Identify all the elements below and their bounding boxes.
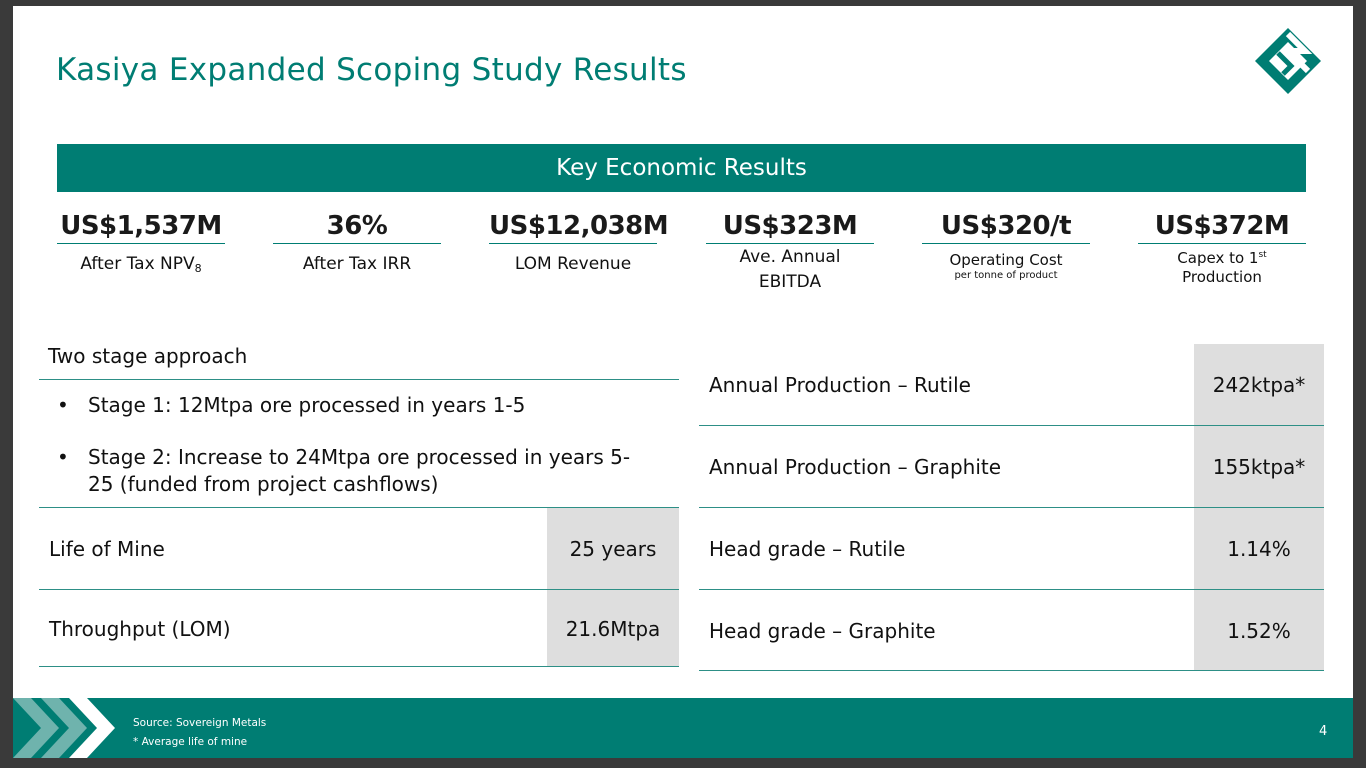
table-row-value: 242ktpa* [1212,373,1306,397]
kpi-label-line2: EBITDA [758,272,822,292]
table-row-label: Life of Mine [49,537,165,561]
kpi-sublabel: per tonne of product [954,270,1058,281]
kpi-label: After Tax IRR [302,254,412,274]
divider [39,507,679,508]
kpi-label: Ave. Annual EBITDA [706,245,874,295]
table-row-label: Throughput (LOM) [49,617,231,641]
bullet-text: Stage 1: 12Mtpa ore processed in years 1… [88,393,526,417]
bullet-text: Stage 2: Increase to 24Mtpa ore processe… [88,445,631,496]
slide: Kasiya Expanded Scoping Study Results Ke… [13,6,1353,758]
kpi-value: US$372M [1138,211,1306,244]
bullet-icon: • [57,445,69,469]
table-row-value: 1.14% [1227,537,1291,561]
kpi-label: After Tax NPV8 [57,253,225,280]
kpi-label-subscript: 8 [194,262,202,275]
kpi-label-text: After Tax NPV [80,254,195,274]
bullet-icon: • [57,393,69,417]
table-row-label: Annual Production – Graphite [709,455,1002,479]
table-row-label: Annual Production – Rutile [709,373,971,397]
kpi-label-line2: Production [1182,268,1262,286]
table-row-value: 155ktpa* [1212,455,1306,479]
divider [699,589,1324,590]
kpi-value: US$320/t [922,211,1090,244]
company-logo-icon [1255,28,1321,94]
value-cell-bg [547,508,679,590]
footer-note: * Average life of mine [133,736,248,748]
value-cell-bg [547,590,679,666]
page-title: Kasiya Expanded Scoping Study Results [56,52,687,88]
page-number: 4 [1319,724,1328,739]
kpi-value: US$323M [706,211,874,244]
key-economic-results-banner: Key Economic Results [57,144,1306,192]
chevron-arrows-icon [13,698,115,758]
kpi-label-superscript: st [1258,250,1267,260]
kpi-value: US$12,038M [489,211,669,244]
kpi-value: 36% [273,211,441,244]
table-row-label: Head grade – Rutile [709,537,906,561]
kpi-value: US$1,537M [57,211,225,244]
table-row-value: 21.6Mtpa [565,617,661,641]
divider [39,589,679,590]
divider [39,379,679,380]
divider [699,670,1324,671]
kpi-label: Capex to 1st Production [1138,246,1306,287]
divider [699,507,1324,508]
kpi-capex: US$372M Capex to 1st Production [1138,211,1306,287]
two-stage-heading: Two stage approach [48,344,248,368]
kpi-label-text: Capex to 1 [1177,249,1259,267]
footer-source: Source: Sovereign Metals [133,717,267,729]
footer-bar: Source: Sovereign Metals * Average life … [13,698,1353,758]
kpi-revenue: US$12,038M LOM Revenue [489,211,669,275]
kpi-ebitda: US$323M Ave. Annual EBITDA [706,211,874,295]
kpi-label-line1: Capex to 1st [1138,246,1306,268]
table-row-label: Head grade – Graphite [709,619,936,643]
kpi-npv: US$1,537M After Tax NPV8 [57,211,225,280]
kpi-label: LOM Revenue [514,254,632,274]
kpi-operating-cost: US$320/t Operating Cost per tonne of pro… [922,211,1090,282]
kpi-label-line1: Ave. Annual [739,247,841,267]
table-row-value: 25 years [569,537,657,561]
table-row-value: 1.52% [1227,619,1291,643]
kpi-label: Operating Cost [949,251,1063,269]
kpi-irr: 36% After Tax IRR [273,211,441,275]
divider [699,425,1324,426]
divider [39,666,679,667]
